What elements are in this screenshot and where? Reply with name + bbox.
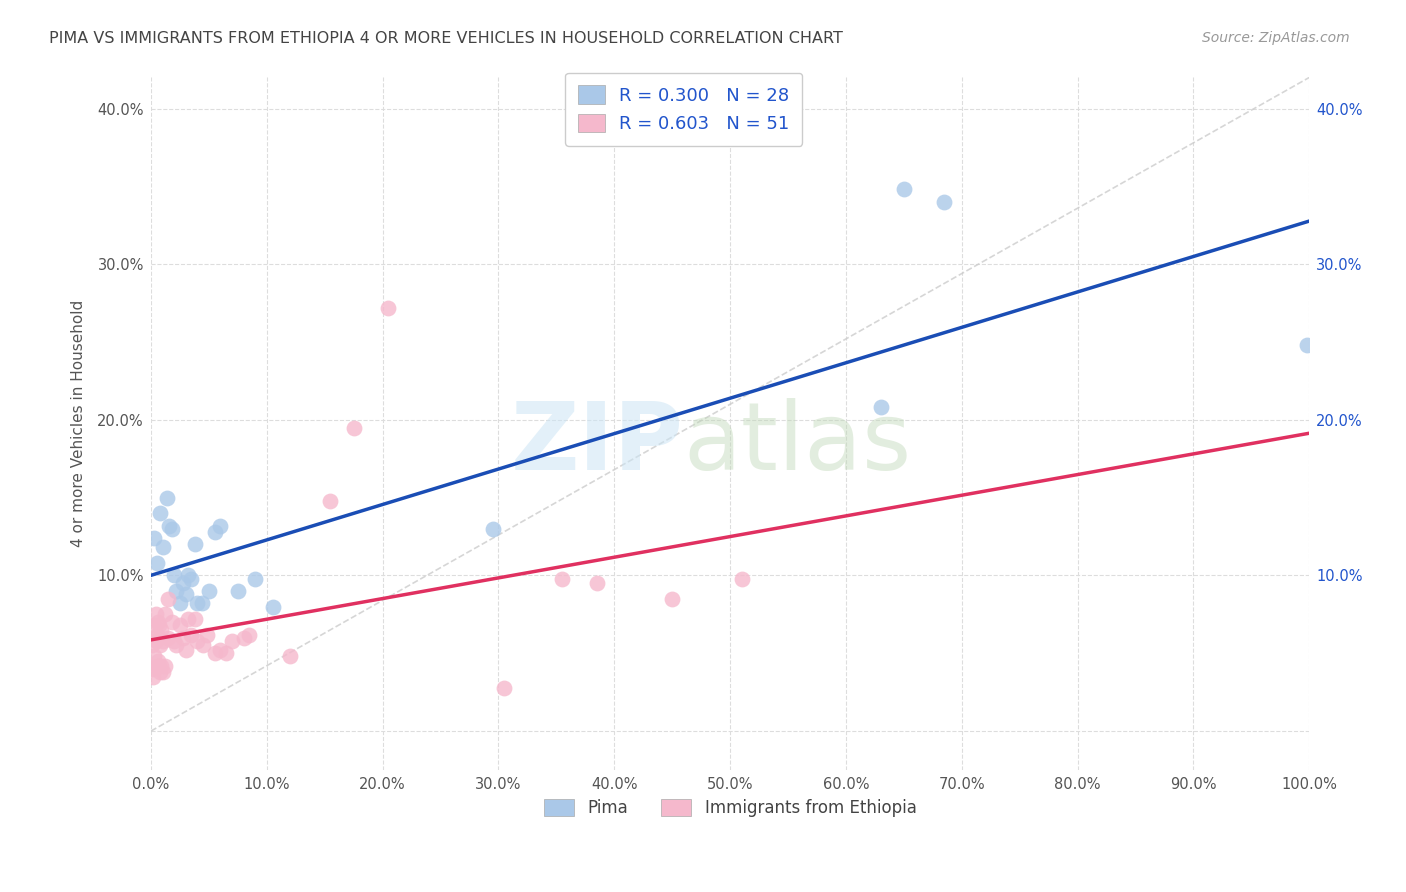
Point [145, 627, 167, 641]
Point [157, 631, 180, 645]
Point [494, 681, 516, 695]
Point [180, 572, 202, 586]
Point [165, 584, 187, 599]
Point [142, 631, 165, 645]
Point [377, 301, 399, 315]
Point [146, 654, 169, 668]
Point [160, 615, 183, 629]
Y-axis label: 4 or more Vehicles in Household: 4 or more Vehicles in Household [72, 300, 86, 548]
Point [1296, 338, 1319, 352]
Point [145, 556, 167, 570]
Point [148, 618, 170, 632]
Point [152, 665, 174, 679]
Point [159, 518, 181, 533]
Point [165, 639, 187, 653]
Point [149, 639, 172, 653]
Point [163, 633, 186, 648]
Point [226, 584, 249, 599]
Point [152, 541, 174, 555]
Point [243, 572, 266, 586]
Point [232, 631, 254, 645]
Point [141, 662, 163, 676]
Point [169, 618, 191, 632]
Point [174, 587, 197, 601]
Point [153, 658, 176, 673]
Point [198, 584, 221, 599]
Point [204, 646, 226, 660]
Text: Source: ZipAtlas.com: Source: ZipAtlas.com [1202, 31, 1350, 45]
Point [143, 618, 166, 632]
Text: ZIP: ZIP [510, 399, 683, 491]
Point [163, 568, 186, 582]
Point [180, 627, 202, 641]
Point [150, 658, 173, 673]
Point [586, 576, 609, 591]
Point [209, 643, 232, 657]
Point [215, 646, 238, 660]
Point [172, 631, 194, 645]
Point [893, 182, 915, 196]
Point [146, 615, 169, 629]
Point [186, 633, 208, 648]
Point [172, 576, 194, 591]
Point [149, 665, 172, 679]
Point [145, 633, 167, 648]
Point [150, 623, 173, 637]
Point [869, 401, 891, 415]
Point [157, 591, 180, 606]
Point [177, 568, 200, 582]
Point [278, 649, 301, 664]
Point [186, 597, 208, 611]
Point [221, 633, 243, 648]
Point [169, 597, 191, 611]
Point [145, 607, 167, 622]
Point [204, 524, 226, 539]
Point [156, 491, 179, 505]
Point [262, 599, 284, 614]
Point [143, 531, 166, 545]
Point [238, 627, 260, 641]
Point [143, 649, 166, 664]
Point [174, 643, 197, 657]
Point [731, 572, 754, 586]
Point [319, 493, 342, 508]
Point [551, 572, 574, 586]
Point [184, 612, 207, 626]
Point [191, 597, 214, 611]
Point [148, 658, 170, 673]
Point [184, 537, 207, 551]
Legend: Pima, Immigrants from Ethiopia: Pima, Immigrants from Ethiopia [537, 792, 924, 824]
Point [177, 612, 200, 626]
Point [145, 658, 167, 673]
Point [934, 194, 956, 209]
Point [153, 607, 176, 622]
Point [343, 420, 366, 434]
Point [209, 518, 232, 533]
Point [191, 639, 214, 653]
Point [481, 522, 503, 536]
Point [195, 627, 218, 641]
Text: PIMA VS IMMIGRANTS FROM ETHIOPIA 4 OR MORE VEHICLES IN HOUSEHOLD CORRELATION CHA: PIMA VS IMMIGRANTS FROM ETHIOPIA 4 OR MO… [49, 31, 844, 46]
Point [661, 591, 683, 606]
Point [160, 522, 183, 536]
Text: atlas: atlas [683, 399, 912, 491]
Point [152, 633, 174, 648]
Point [142, 670, 165, 684]
Point [149, 506, 172, 520]
Point [141, 639, 163, 653]
